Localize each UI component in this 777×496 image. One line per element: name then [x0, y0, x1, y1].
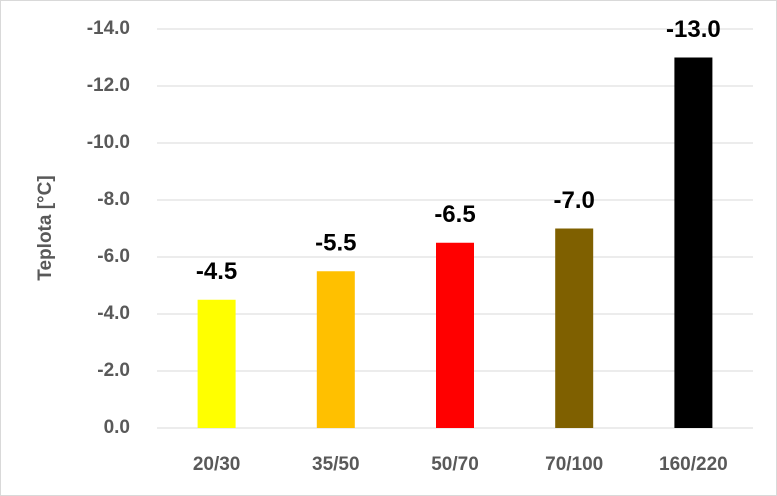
bar [674, 57, 713, 428]
y-tick-label: -6.0 [97, 246, 130, 267]
bar [197, 299, 236, 428]
x-tick-label: 70/100 [545, 454, 603, 475]
bar [316, 271, 355, 428]
y-tick-label: 0.0 [104, 417, 130, 438]
value-label: -5.5 [315, 230, 356, 257]
x-tick-label: 50/70 [431, 454, 479, 475]
y-tick-label: -10.0 [87, 132, 130, 153]
y-axis-label: Teplota [°C] [35, 175, 56, 280]
y-tick-label: -12.0 [87, 75, 130, 96]
bar [436, 242, 474, 428]
y-tick-label: -8.0 [97, 189, 130, 210]
bar [555, 228, 594, 428]
x-tick-label: 160/220 [659, 454, 728, 475]
y-tick-label: -14.0 [87, 18, 130, 39]
value-label: -13.0 [666, 16, 721, 43]
x-tick-label: 20/30 [193, 454, 241, 475]
value-label: -4.5 [196, 258, 237, 285]
x-tick-label: 35/50 [312, 454, 360, 475]
y-tick-label: -2.0 [97, 360, 130, 381]
y-tick-label: -4.0 [97, 303, 130, 324]
value-label: -6.5 [434, 201, 475, 228]
value-label: -7.0 [554, 187, 595, 214]
